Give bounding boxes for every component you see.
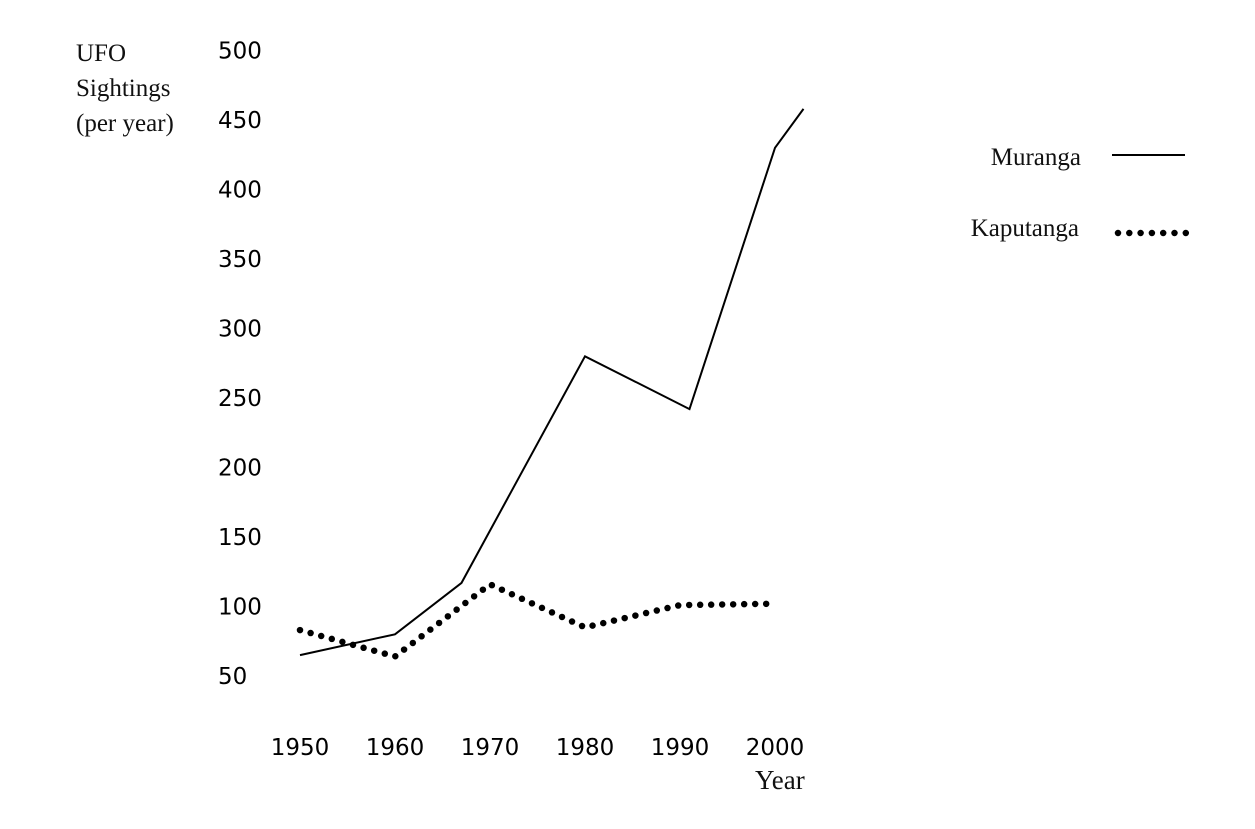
y-axis-title-line-2: Sightings <box>76 75 170 102</box>
series-group <box>296 108 805 660</box>
x-tick-label: 1990 <box>651 735 710 761</box>
y-axis-title-line-3: (per year) <box>76 110 174 137</box>
legend: Muranga Kaputanga <box>971 144 1192 242</box>
y-tick-label: 400 <box>218 178 262 204</box>
x-tick-label: 1950 <box>271 735 330 761</box>
x-axis-ticks: 1950 1960 1970 1980 1990 2000 <box>271 735 805 761</box>
series-line-muranga <box>299 108 805 657</box>
x-axis-title: Year <box>755 765 805 795</box>
y-tick-label: 150 <box>218 525 262 551</box>
y-tick-label: 250 <box>218 386 262 412</box>
x-tick-label: 1970 <box>461 735 520 761</box>
y-tick-label: 100 <box>218 595 262 621</box>
y-tick-label: 450 <box>218 108 262 134</box>
y-axis-ticks: 500 450 400 350 300 250 200 150 100 50 <box>218 39 262 691</box>
legend-label-kaputanga: Kaputanga <box>971 215 1079 242</box>
y-tick-label: 350 <box>218 247 262 273</box>
y-axis-title-line-1: UFO <box>76 40 126 67</box>
y-tick-label: 300 <box>218 317 262 343</box>
x-tick-label: 1980 <box>556 735 615 761</box>
series-line-kaputanga <box>296 581 779 660</box>
x-tick-label: 1960 <box>366 735 425 761</box>
legend-label-muranga: Muranga <box>991 144 1081 171</box>
y-tick-label: 50 <box>218 664 247 690</box>
x-tick-label: 2000 <box>746 735 805 761</box>
y-tick-label: 200 <box>218 456 262 482</box>
y-tick-label: 500 <box>218 39 262 65</box>
